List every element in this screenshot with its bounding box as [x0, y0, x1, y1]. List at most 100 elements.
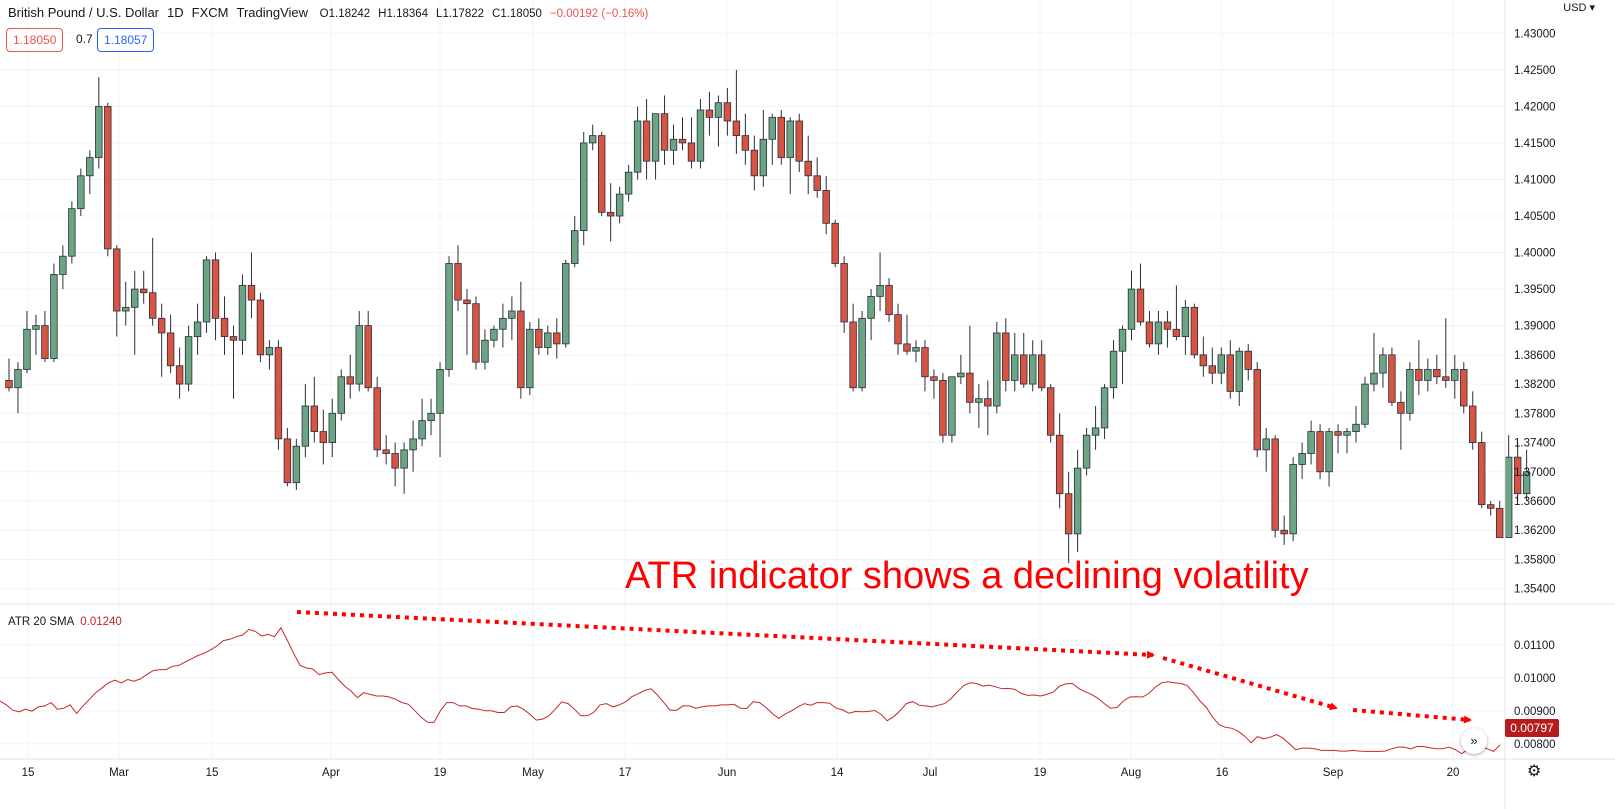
candle-body [1082, 434, 1091, 469]
candle-body [1038, 354, 1046, 389]
candle-body [337, 376, 345, 414]
time-tick-label: 15 [22, 767, 35, 779]
candle-body [894, 314, 902, 345]
candle-body [283, 438, 292, 484]
candle-body [382, 449, 390, 454]
candle-body [1316, 431, 1324, 473]
candle-body [553, 332, 561, 345]
atr-tick-label: 0.00900 [1514, 706, 1556, 718]
candle-body [1513, 456, 1522, 495]
candle-body [589, 135, 597, 144]
price-tick-label: 1.35800 [1514, 554, 1556, 566]
candle-body [1478, 442, 1486, 506]
candle-body [651, 113, 660, 162]
gear-icon[interactable]: ⚙ [1527, 763, 1542, 780]
candle-body [624, 171, 633, 195]
atr-legend[interactable]: ATR 20 SMA 0.01240 [8, 616, 122, 628]
candle-body [1460, 369, 1468, 407]
atr-line [0, 626, 1501, 755]
candle-body [1208, 365, 1217, 374]
candle-body [831, 222, 839, 264]
candle-body [580, 142, 588, 232]
candle-body [310, 405, 319, 432]
candle-body [1172, 328, 1181, 337]
candle-body [1352, 423, 1360, 432]
trend-arrow [1352, 708, 1472, 724]
candle-body [750, 149, 759, 177]
candle-body [373, 387, 381, 451]
candle-body [1370, 372, 1378, 385]
candle-body [1190, 306, 1199, 356]
candle-body [409, 438, 417, 451]
candle-body [984, 398, 992, 407]
candle-body [1217, 354, 1225, 374]
candle-body [1495, 507, 1504, 538]
candle-body [571, 230, 579, 264]
candle-body [391, 453, 399, 469]
candle-body [526, 328, 534, 389]
candle-body [1199, 354, 1208, 367]
sell-button[interactable]: 1.18050 [6, 28, 64, 52]
time-tick-label: Jun [718, 767, 737, 779]
candle-body [930, 376, 938, 381]
candle-body [517, 310, 525, 389]
candle-body [948, 376, 956, 436]
currency-label: USD [1563, 2, 1587, 14]
change-value: −0.00192 (−0.16%) [549, 8, 649, 20]
candle-body [23, 328, 31, 370]
candle-body [1244, 350, 1252, 370]
candle-body [184, 336, 193, 385]
candle-body [59, 255, 67, 275]
candle-body [615, 193, 624, 217]
candle-body [220, 317, 229, 337]
candle-body [1289, 464, 1297, 535]
candle-body [597, 135, 606, 213]
candle-body [939, 380, 947, 436]
candle-body [669, 138, 678, 151]
candle-body [328, 412, 336, 443]
candle-body [1163, 321, 1172, 330]
candle-body [606, 211, 615, 217]
price-tick-label: 1.42500 [1514, 65, 1556, 77]
candle-body [148, 292, 157, 319]
candle-body [849, 321, 857, 389]
time-tick-label: Jul [923, 767, 938, 779]
high-value: H1.18364 [378, 8, 429, 20]
buy-button[interactable]: 1.18057 [97, 28, 155, 52]
candle-body [1091, 427, 1100, 436]
candle-body [1181, 306, 1190, 337]
candle-body [472, 303, 480, 363]
candle-body [122, 306, 130, 312]
price-tick-label: 1.36200 [1514, 525, 1556, 537]
time-tick-label: Apr [322, 767, 340, 779]
currency-selector[interactable]: USD ▾ [1563, 2, 1595, 14]
candle-body [1424, 369, 1432, 381]
candle-body [1334, 431, 1342, 436]
candle-body [292, 445, 301, 484]
candle-body [364, 325, 372, 389]
candle-body [1406, 369, 1414, 414]
candle-body [544, 332, 552, 348]
candle-body [68, 208, 76, 257]
atr-value: 0.01240 [80, 616, 122, 628]
candle-body [1433, 369, 1441, 378]
candle-body [921, 347, 929, 378]
interval-label[interactable]: 1D [167, 5, 184, 20]
double-chevron-right-icon[interactable]: » [1461, 728, 1487, 754]
symbol-name[interactable]: British Pound / U.S. Dollar [8, 5, 160, 20]
candle-body [1469, 405, 1477, 443]
candle-body [229, 336, 238, 341]
candle-body [427, 412, 435, 422]
candle-body [1397, 401, 1405, 414]
candle-body [508, 310, 516, 319]
atr-tick-label: 0.01000 [1514, 673, 1556, 685]
candle-body [903, 343, 911, 352]
candle-body [32, 325, 40, 330]
candle-body [732, 120, 741, 137]
candle-body [238, 285, 247, 341]
candle-body [1029, 354, 1037, 385]
candle-body [1253, 369, 1261, 451]
candle-body [1280, 529, 1288, 535]
platform-label: TradingView [236, 5, 309, 20]
